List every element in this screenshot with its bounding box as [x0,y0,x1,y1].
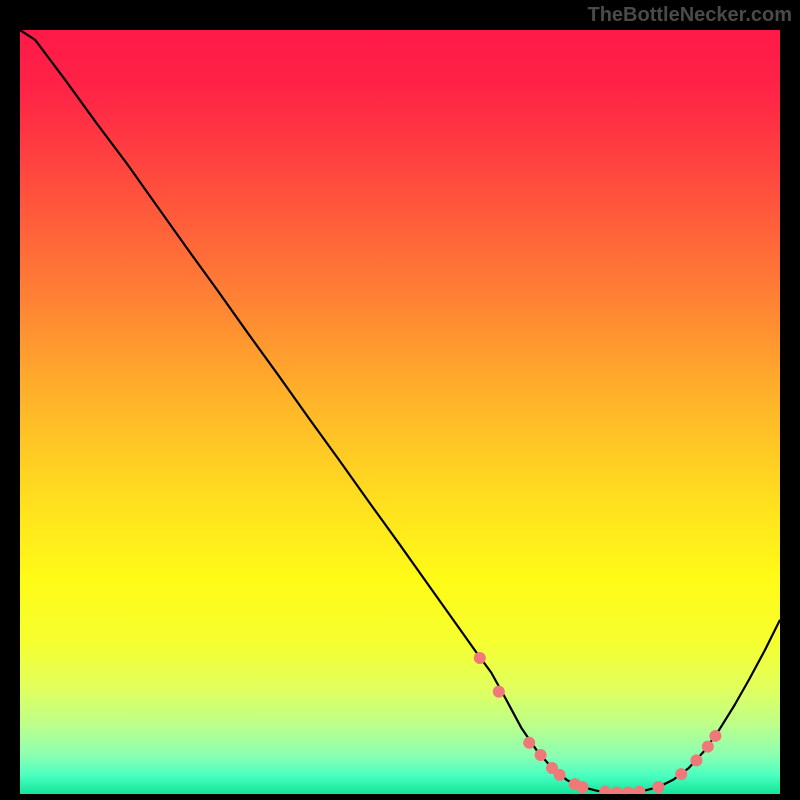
data-point-marker [622,786,634,794]
bottleneck-curve [20,30,780,792]
data-point-marker [702,741,714,753]
data-point-marker [652,781,664,793]
data-point-marker [576,781,588,793]
data-point-marker [709,730,721,742]
data-point-marker [493,686,505,698]
data-point-marker [474,652,486,664]
data-point-marker [554,769,566,781]
watermark-label: TheBottleNecker.com [587,4,792,27]
bottleneck-curve-svg [20,30,780,794]
data-point-marker [523,737,535,749]
data-point-marker [690,754,702,766]
chart-frame: TheBottleNecker.com [0,0,800,800]
data-point-marker [599,786,611,794]
data-point-marker [633,786,645,794]
data-point-marker [611,786,623,794]
plot-area [20,30,780,794]
data-point-marker [535,749,547,761]
data-point-marker [675,768,687,780]
